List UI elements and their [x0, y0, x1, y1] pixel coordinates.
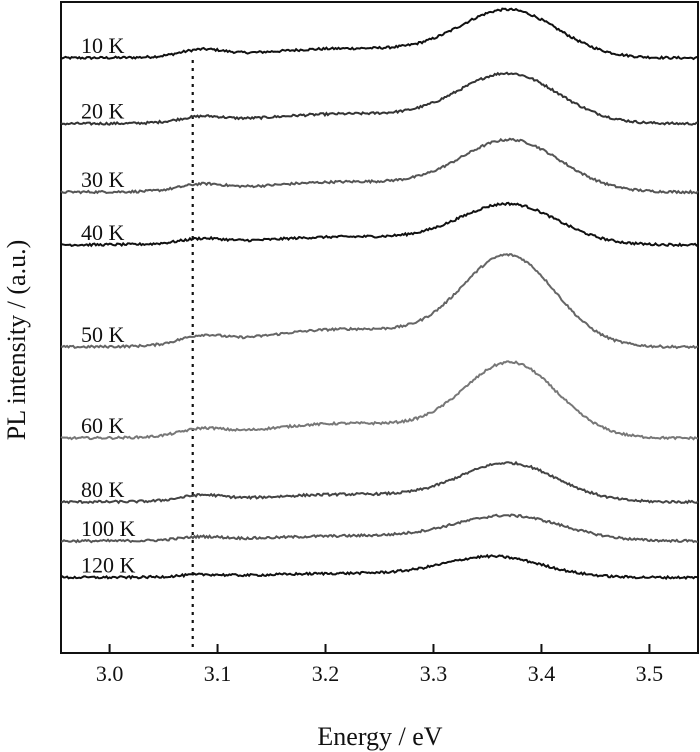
series-label: 100 K [81, 516, 136, 541]
series-labels: 10 K 20 K 30 K 40 K 50 K 60 K 80 K 100 K 120 K [81, 33, 136, 577]
series-line [60, 360, 699, 441]
series-label: 10 K [81, 33, 125, 58]
x-axis-ticks: 3.0 3.1 3.2 3.3 3.4 3.5 [96, 644, 663, 686]
series-line [60, 201, 699, 248]
x-tick-label: 3.4 [528, 661, 556, 686]
series-label: 20 K [81, 99, 125, 124]
series-label: 80 K [81, 477, 125, 502]
x-tick-label: 3.0 [96, 661, 124, 686]
plot-frame [60, 1, 699, 654]
series-label: 120 K [81, 552, 136, 577]
series-label: 40 K [81, 220, 125, 245]
series-line [60, 137, 699, 195]
series-line [60, 7, 699, 61]
series-line [60, 253, 699, 350]
y-axis-title: PL intensity / (a.u.) [2, 240, 31, 441]
x-tick-label: 3.1 [204, 661, 232, 686]
series-label: 50 K [81, 322, 125, 347]
series-line [60, 71, 699, 126]
series-line [60, 460, 699, 505]
x-tick-label: 3.2 [312, 661, 340, 686]
series-label: 30 K [81, 167, 125, 192]
series-group [60, 7, 699, 581]
series-line [60, 553, 699, 581]
series-line [60, 513, 698, 544]
series-label: 60 K [81, 413, 125, 438]
x-tick-label: 3.3 [420, 661, 448, 686]
x-tick-label: 3.5 [636, 661, 664, 686]
x-axis-title: Energy / eV [317, 722, 442, 751]
